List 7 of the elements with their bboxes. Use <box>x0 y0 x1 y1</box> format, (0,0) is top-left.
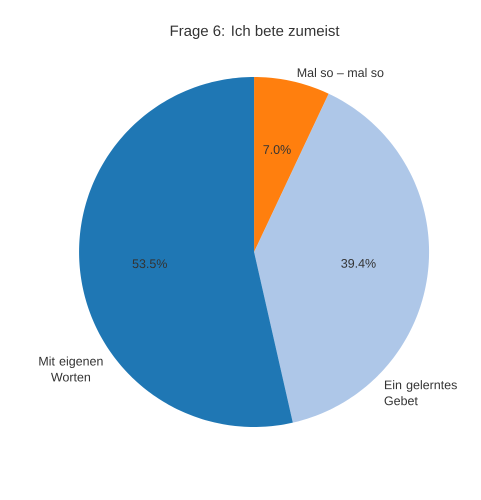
chart-title: Frage 6: Ich bete zumeist <box>170 25 340 39</box>
data-label: 39.4% <box>341 258 376 268</box>
slice-label: Mal so – mal so <box>298 68 384 78</box>
data-label: 7.0% <box>263 145 291 154</box>
slice-label: Mit eigenen Worten <box>39 356 103 382</box>
slice-label: Ein gelerntes Gebet <box>384 380 457 406</box>
data-label: 53.5% <box>132 259 167 268</box>
